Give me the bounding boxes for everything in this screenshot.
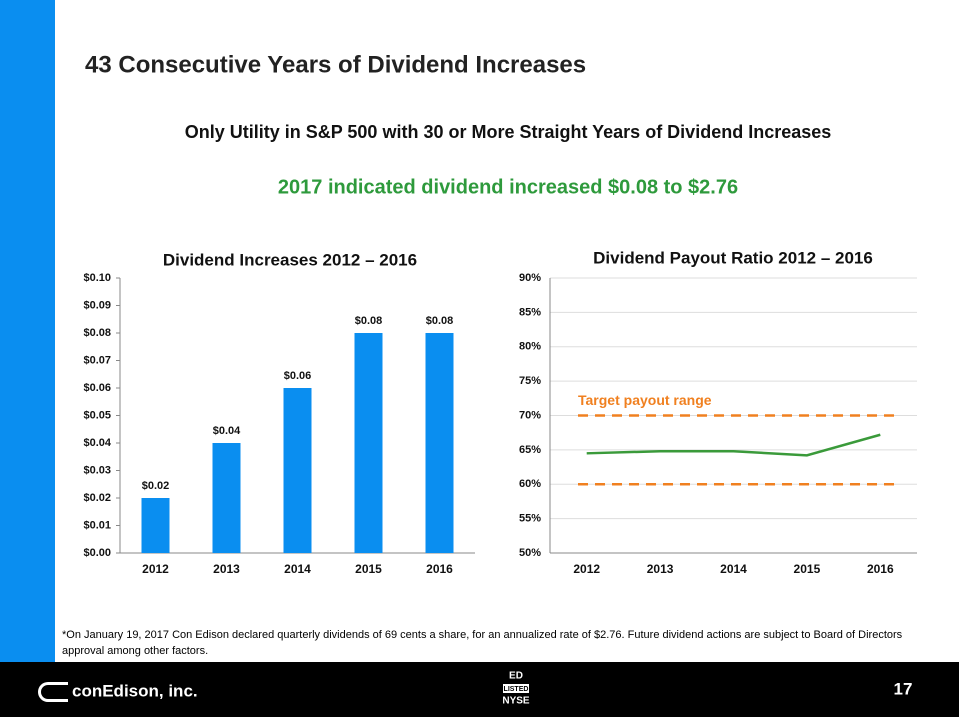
y-tick-label: 85% bbox=[519, 306, 541, 318]
y-tick-label: $0.08 bbox=[83, 327, 111, 339]
annotation: Target payout range bbox=[578, 392, 712, 408]
bar bbox=[141, 498, 170, 553]
x-tick-label: 2015 bbox=[794, 562, 821, 576]
bar bbox=[354, 333, 383, 553]
chart-title: Dividend Increases 2012 – 2016 bbox=[163, 250, 417, 269]
value-label: $0.08 bbox=[426, 315, 454, 327]
x-tick-label: 2014 bbox=[284, 562, 311, 576]
side-stripe bbox=[0, 0, 55, 662]
y-tick-label: $0.07 bbox=[83, 354, 111, 366]
y-tick-label: 90% bbox=[519, 272, 541, 284]
bar bbox=[212, 443, 241, 553]
y-tick-label: $0.10 bbox=[83, 272, 111, 284]
y-tick-label: 60% bbox=[519, 478, 541, 490]
x-tick-label: 2015 bbox=[355, 562, 382, 576]
highlight: 2017 indicated dividend increased $0.08 … bbox=[278, 176, 738, 198]
listing-exchange: NYSE bbox=[502, 696, 530, 707]
y-tick-label: $0.04 bbox=[83, 437, 111, 449]
y-tick-label: 50% bbox=[519, 547, 541, 559]
x-tick-label: 2014 bbox=[720, 562, 747, 576]
y-tick-label: 65% bbox=[519, 444, 541, 456]
y-tick-label: $0.09 bbox=[83, 299, 111, 311]
y-tick-label: $0.01 bbox=[83, 519, 111, 531]
y-tick-label: 70% bbox=[519, 409, 541, 421]
value-label: $0.04 bbox=[213, 425, 241, 437]
x-tick-label: 2016 bbox=[867, 562, 894, 576]
logo-mark bbox=[38, 682, 68, 702]
listing-ticker: ED bbox=[509, 671, 523, 682]
y-tick-label: 80% bbox=[519, 341, 541, 353]
y-tick-label: $0.06 bbox=[83, 382, 111, 394]
listing-badge bbox=[503, 684, 529, 693]
line-series bbox=[586, 433, 881, 457]
x-tick-label: 2016 bbox=[426, 562, 453, 576]
y-tick-label: $0.02 bbox=[83, 492, 111, 504]
listing-label: LISTED bbox=[504, 686, 529, 693]
x-tick-label: 2012 bbox=[142, 562, 169, 576]
bar bbox=[425, 333, 454, 553]
value-label: $0.06 bbox=[284, 370, 312, 382]
slide-title: 43 Consecutive Years of Dividend Increas… bbox=[85, 51, 586, 78]
page-number: 17 bbox=[894, 679, 913, 698]
y-tick-label: $0.00 bbox=[83, 547, 111, 559]
bar bbox=[283, 388, 312, 553]
x-tick-label: 2013 bbox=[213, 562, 240, 576]
value-label: $0.02 bbox=[142, 480, 170, 492]
footer-bar bbox=[0, 662, 959, 717]
y-tick-label: 55% bbox=[519, 513, 541, 525]
chart-title: Dividend Payout Ratio 2012 – 2016 bbox=[593, 248, 873, 267]
y-tick-label: $0.03 bbox=[83, 464, 111, 476]
subtitle: Only Utility in S&P 500 with 30 or More … bbox=[185, 122, 832, 142]
value-label: $0.08 bbox=[355, 315, 383, 327]
company-name: conEdison, inc. bbox=[72, 681, 198, 700]
y-tick-label: $0.05 bbox=[83, 409, 111, 421]
footnote: *On January 19, 2017 Con Edison declared… bbox=[62, 629, 903, 657]
y-tick-label: 75% bbox=[519, 375, 541, 387]
x-tick-label: 2013 bbox=[647, 562, 674, 576]
x-tick-label: 2012 bbox=[573, 562, 600, 576]
